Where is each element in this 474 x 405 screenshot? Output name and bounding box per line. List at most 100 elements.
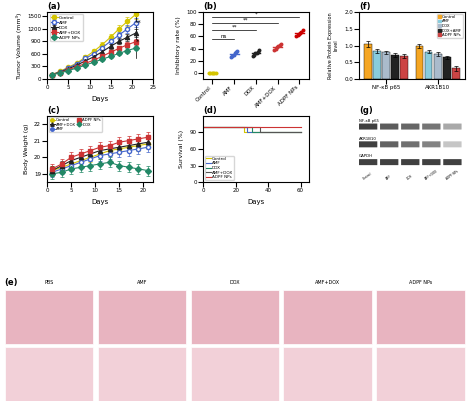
Point (231, 50, 238, 57)
Text: PBS: PBS (44, 280, 54, 285)
X-axis label: Days: Days (247, 199, 264, 205)
Legend: Control, AMF, DOX, AMF+DOX, ADPF NPs: Control, AMF, DOX, AMF+DOX, ADPF NPs (50, 14, 82, 41)
Control (201, 124, 206, 129)
Text: *: * (137, 38, 140, 45)
Text: **: ** (231, 25, 237, 30)
Text: GAPDH: GAPDH (359, 154, 373, 158)
FancyBboxPatch shape (443, 124, 462, 130)
Bar (382, 52, 390, 79)
Bar (373, 51, 381, 79)
FancyBboxPatch shape (443, 159, 462, 165)
Bar (364, 44, 372, 79)
Control (241, 130, 246, 134)
Point (234, 48, 241, 54)
Bar (376, 347, 465, 401)
Legend: Control, AMF+DOX, AMF, ADPF NPs, DOX: Control, AMF+DOX, AMF, ADPF NPs, DOX (49, 117, 101, 132)
Text: ADPF NPs: ADPF NPs (409, 280, 432, 285)
Text: AMF+DOX: AMF+DOX (424, 169, 438, 181)
Point (210, 70, 218, 76)
AMF (244, 130, 250, 134)
Bar (5, 290, 93, 344)
Bar (191, 290, 279, 344)
FancyBboxPatch shape (380, 159, 398, 165)
Line: AMF+DOX: AMF+DOX (203, 127, 301, 132)
Point (292, 33, 300, 40)
X-axis label: Days: Days (91, 96, 109, 102)
FancyBboxPatch shape (359, 141, 377, 147)
Text: **: ** (242, 17, 248, 22)
Point (227, 54, 235, 60)
FancyBboxPatch shape (422, 159, 440, 165)
FancyBboxPatch shape (359, 124, 377, 130)
Bar (401, 55, 408, 79)
Bar (283, 290, 372, 344)
Point (255, 47, 263, 53)
Point (228, 53, 236, 59)
Point (210, 70, 217, 76)
Text: AMF: AMF (385, 174, 393, 181)
Bar (443, 57, 451, 79)
Point (273, 44, 281, 51)
Bar (392, 55, 399, 79)
Line: AMF: AMF (203, 127, 301, 132)
DOX (249, 130, 255, 134)
Point (274, 43, 282, 49)
Text: AMF: AMF (137, 280, 147, 285)
Point (296, 30, 304, 36)
Point (272, 45, 280, 52)
Point (294, 32, 301, 38)
AMF+DOX (201, 124, 206, 129)
Text: (f): (f) (359, 2, 371, 11)
Text: **: ** (135, 20, 141, 26)
Control (298, 130, 303, 134)
Point (250, 51, 258, 58)
X-axis label: Days: Days (91, 199, 109, 205)
Point (252, 50, 259, 57)
Text: ns: ns (220, 34, 227, 39)
FancyBboxPatch shape (359, 159, 377, 165)
AMF+DOX (257, 130, 263, 134)
Text: DOX: DOX (406, 174, 414, 181)
Text: ADPF NPs: ADPF NPs (445, 170, 459, 181)
Point (232, 49, 240, 55)
FancyBboxPatch shape (401, 124, 419, 130)
FancyBboxPatch shape (380, 141, 398, 147)
FancyBboxPatch shape (401, 141, 419, 147)
AMF+DOX (298, 130, 303, 134)
Bar (416, 45, 423, 79)
DOX (201, 124, 206, 129)
Bar (425, 51, 432, 79)
Line: DOX: DOX (203, 127, 301, 132)
Point (205, 70, 213, 76)
Point (271, 47, 278, 53)
Point (230, 51, 237, 58)
Point (212, 70, 219, 76)
Text: AKR1B10: AKR1B10 (359, 136, 377, 141)
Text: *: * (255, 11, 257, 16)
Bar (434, 54, 441, 79)
Point (253, 49, 260, 56)
AMF (298, 130, 303, 134)
Line: Control: Control (203, 127, 301, 132)
Bar (98, 347, 186, 401)
Text: AMF+DOX: AMF+DOX (315, 280, 340, 285)
Bar (283, 347, 372, 401)
Bar (452, 68, 460, 79)
AMF (201, 124, 206, 129)
Text: NF-κB p65: NF-κB p65 (359, 119, 379, 123)
Point (276, 42, 283, 48)
Text: Control: Control (363, 172, 374, 181)
Point (208, 70, 216, 76)
Y-axis label: Survival (%): Survival (%) (180, 130, 184, 168)
Text: (e): (e) (5, 278, 18, 287)
DOX (298, 130, 303, 134)
Point (295, 31, 302, 37)
Point (207, 70, 214, 76)
FancyBboxPatch shape (380, 124, 398, 130)
Bar (191, 347, 279, 401)
FancyBboxPatch shape (422, 124, 440, 130)
Legend: Control, AMF, DOX, AMF+DOX, ADPF NPs: Control, AMF, DOX, AMF+DOX, ADPF NPs (205, 156, 234, 180)
Text: (d): (d) (203, 106, 217, 115)
Bar (98, 290, 186, 344)
Point (299, 27, 307, 34)
